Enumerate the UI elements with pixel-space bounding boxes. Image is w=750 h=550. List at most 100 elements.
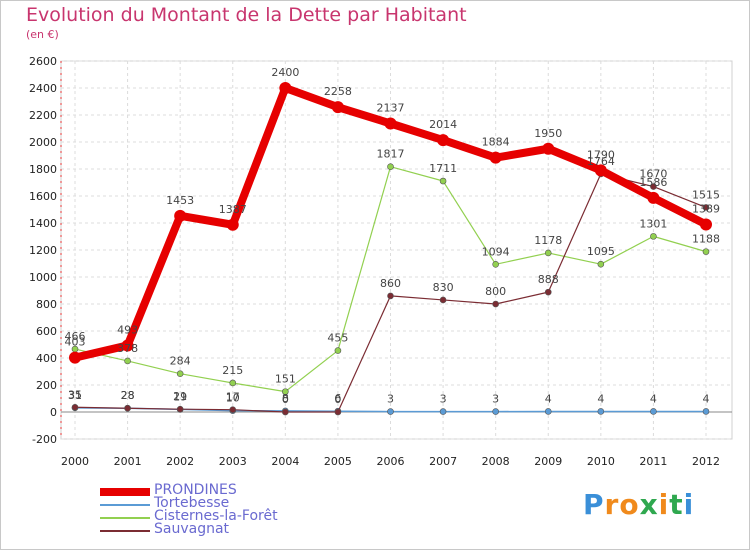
y-tick-label: 1400: [29, 217, 57, 230]
data-point: [544, 408, 552, 415]
data-point: [650, 183, 657, 190]
data-point: [437, 134, 450, 147]
data-label: 1670: [639, 168, 667, 181]
data-point: [594, 164, 607, 177]
x-tick-label: 2007: [429, 455, 457, 468]
data-point: [282, 408, 289, 416]
x-tick-label: 2002: [166, 455, 194, 468]
legend-swatch: [100, 488, 150, 496]
y-tick-label: 1800: [29, 163, 57, 176]
data-label: 35: [68, 388, 82, 401]
y-tick-label: 2000: [29, 136, 57, 149]
data-point: [702, 408, 710, 415]
data-label: 151: [275, 373, 296, 386]
x-tick-label: 2009: [534, 455, 562, 468]
data-label: 860: [380, 277, 401, 290]
data-label: 31: [68, 389, 82, 402]
data-label: 3: [492, 393, 499, 406]
data-label: 2258: [324, 85, 352, 98]
data-label: 1950: [534, 127, 562, 140]
data-label: 403: [65, 336, 86, 349]
data-label: 3: [387, 393, 394, 406]
data-label: 1790: [587, 148, 615, 161]
logo-letter: i: [658, 488, 670, 521]
data-point: [492, 408, 499, 415]
y-tick-label: 2600: [29, 55, 57, 68]
data-label: 0: [282, 393, 289, 406]
y-tick-label: 200: [36, 379, 57, 392]
data-point: [492, 300, 499, 308]
logo-letter: i: [683, 488, 695, 521]
grid: [60, 60, 733, 440]
data-point: [489, 151, 502, 164]
data-label: 3: [440, 393, 447, 406]
data-point: [387, 292, 394, 300]
data-point: [384, 117, 397, 130]
y-tick-label: 2200: [29, 109, 57, 122]
data-label: 0: [334, 393, 341, 406]
x-tick-label: 2006: [377, 455, 405, 468]
data-label: 10: [226, 392, 240, 405]
data-point: [331, 101, 344, 114]
data-label: 1817: [377, 148, 405, 161]
proxiti-logo: Proxiti: [583, 488, 694, 521]
data-point: [700, 218, 712, 231]
data-label: 888: [538, 273, 559, 286]
data-point: [282, 388, 289, 395]
data-point: [174, 209, 187, 222]
x-tick-label: 2008: [482, 455, 510, 468]
logo-letter: P: [583, 488, 605, 521]
data-label: 28: [121, 389, 135, 402]
y-tick-label: 800: [36, 298, 57, 311]
chart-unit: (en €): [26, 28, 59, 41]
y-tick-label: 400: [36, 352, 57, 365]
data-point: [334, 347, 342, 354]
data-label: 2137: [377, 102, 405, 115]
data-label: 1711: [429, 162, 457, 175]
y-tick-label: 1000: [29, 271, 57, 284]
x-tick-label: 2003: [219, 455, 247, 468]
data-point: [229, 379, 237, 387]
x-tick-label: 2005: [324, 455, 352, 468]
data-label: 1095: [587, 245, 615, 258]
x-tick-label: 2000: [61, 455, 89, 468]
data-point: [69, 351, 81, 364]
data-point: [176, 370, 184, 377]
data-point: [647, 191, 660, 204]
data-label: 21: [173, 390, 187, 403]
data-label: 4: [703, 392, 710, 405]
data-label: 1515: [692, 188, 720, 201]
data-point: [439, 408, 447, 415]
x-tick-label: 2011: [639, 455, 667, 468]
legend-label: Sauvagnat: [154, 521, 230, 537]
data-point: [387, 163, 394, 171]
y-tick-label: 2400: [29, 82, 57, 95]
data-label: 1389: [692, 202, 720, 215]
data-label: 284: [170, 355, 191, 368]
data-label: 17: [226, 391, 240, 404]
y-tick-label: 600: [36, 325, 57, 338]
data-point: [542, 142, 555, 155]
data-point: [492, 261, 499, 268]
data-label: 2014: [429, 118, 457, 131]
x-tick-label: 2010: [587, 455, 615, 468]
data-point: [279, 82, 292, 94]
legend-swatch: [100, 530, 150, 532]
data-label: 6: [334, 392, 341, 405]
data-label: 28: [121, 389, 135, 402]
data-point: [650, 408, 657, 415]
legend-label: PRONDINES: [154, 482, 237, 498]
data-label: 1094: [482, 245, 510, 258]
data-label: 1764: [587, 155, 615, 168]
logo-letter: o: [619, 488, 640, 521]
y-tick-label: 0: [50, 406, 57, 419]
x-tick-label: 2012: [692, 455, 720, 468]
y-tick-label: 1600: [29, 190, 57, 203]
data-label: 2400: [271, 66, 299, 79]
data-label: 8: [282, 392, 289, 405]
data-point: [650, 233, 657, 240]
series: [69, 82, 712, 416]
logo-letter: t: [669, 488, 684, 521]
legend-swatch: [100, 517, 150, 519]
data-point: [387, 408, 394, 415]
